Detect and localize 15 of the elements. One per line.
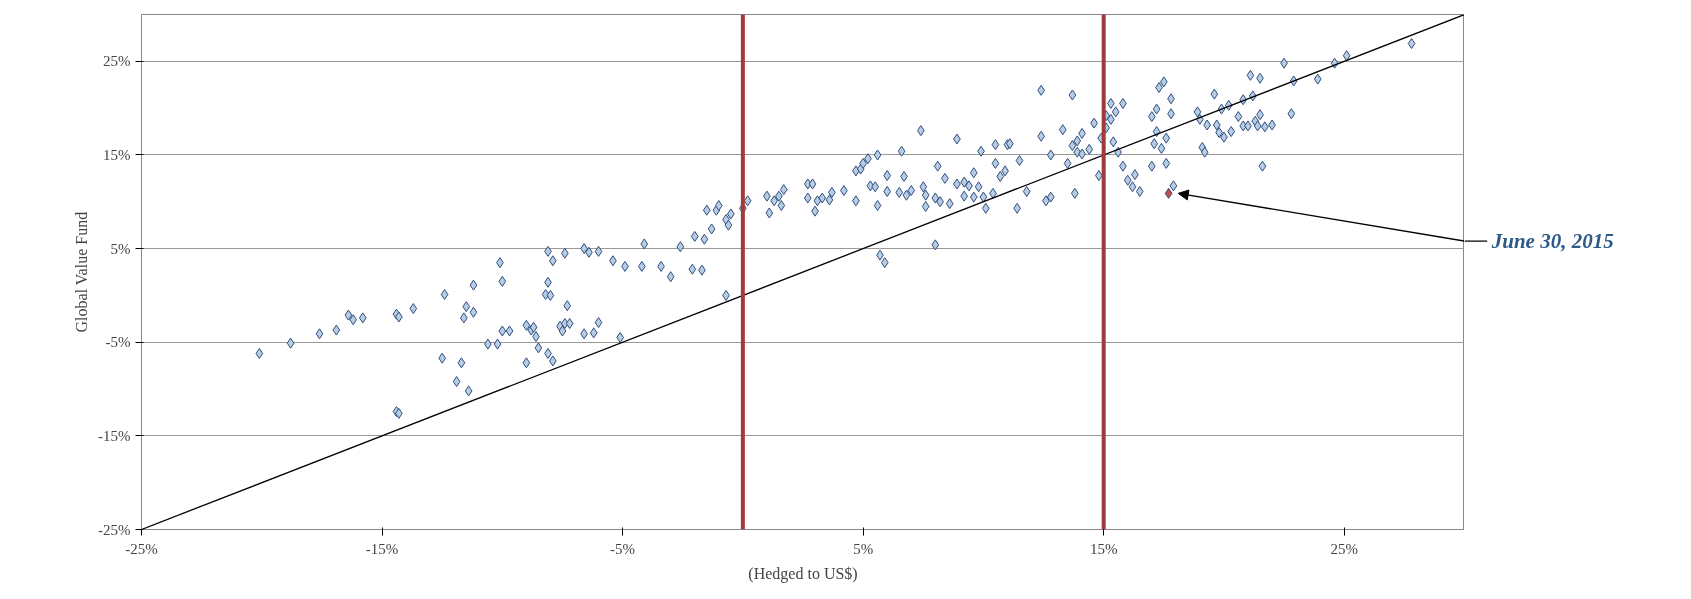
- x-tick-label: 15%: [1089, 540, 1118, 557]
- y-tick-label: 15%: [103, 146, 131, 163]
- x-tick-label: -5%: [610, 540, 636, 557]
- y-axis-title: Global Value Fund: [73, 211, 91, 333]
- x-axis-title: (Hedged to US$): [748, 564, 858, 583]
- x-tick-label: -25%: [125, 540, 158, 557]
- text: June 30, 2015: [1490, 229, 1614, 254]
- y-tick-label: -5%: [105, 334, 131, 351]
- y-tick-label: 5%: [110, 240, 131, 257]
- x-tick-label: 5%: [853, 540, 874, 557]
- x-tick-label: 25%: [1330, 540, 1358, 557]
- y-tick-label: 25%: [103, 53, 131, 70]
- x-tick-label: -15%: [365, 540, 399, 557]
- y-tick-label: -15%: [98, 427, 131, 444]
- y-tick-label: -25%: [98, 521, 131, 538]
